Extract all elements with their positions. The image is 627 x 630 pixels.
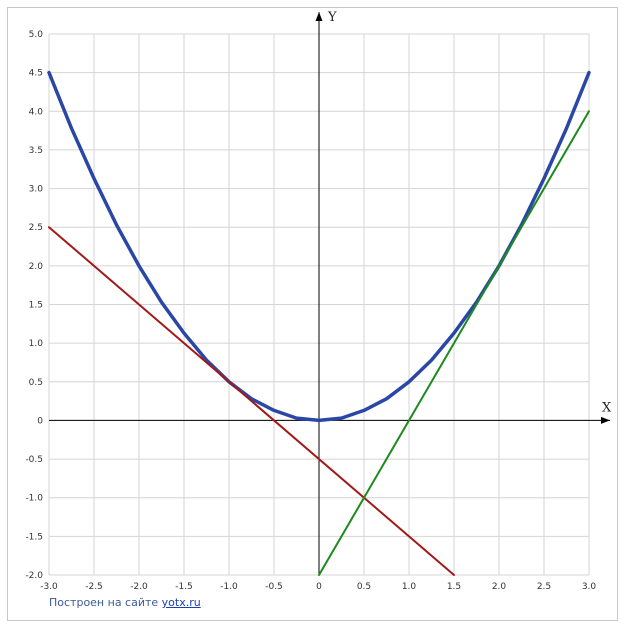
x-tick-label: -2.0 xyxy=(130,582,148,592)
x-tick-label: 1.0 xyxy=(402,582,417,592)
chart-frame xyxy=(7,7,618,621)
y-tick-label: 3.5 xyxy=(29,146,43,156)
x-tick-label: -1.0 xyxy=(220,582,238,592)
red-line-series xyxy=(48,226,455,576)
y-tick-label: 2.5 xyxy=(29,223,43,233)
x-tick-label: 2.5 xyxy=(537,582,551,592)
credit-line: Построен на сайте yotx.ru xyxy=(49,596,201,609)
x-tick-label: -0.5 xyxy=(265,582,283,592)
x-axis-label: X xyxy=(602,400,612,415)
y-axis-arrow xyxy=(315,12,323,21)
y-tick-label: 1.5 xyxy=(29,301,43,311)
x-tick-label: 0 xyxy=(316,582,322,592)
series-lines xyxy=(47,70,591,576)
y-tick-labels: -2.0 -1.5 -1.0 -0.5 0 0.5 1.0 1.5 2.0 2.5 3.0 3.5 4.… xyxy=(25,30,43,581)
x-tick-label: -1.5 xyxy=(175,582,193,592)
credit-text: Построен на сайте xyxy=(49,596,159,609)
x-tick-label: 3.0 xyxy=(582,582,597,592)
y-tick-label: 0.5 xyxy=(29,378,43,388)
x-tick-label: -2.5 xyxy=(85,582,103,592)
y-tick-label: -1.0 xyxy=(25,494,43,504)
y-tick-label: 3.0 xyxy=(29,185,44,195)
y-tick-label: 5.0 xyxy=(29,30,44,40)
y-tick-label: -1.5 xyxy=(25,532,43,542)
y-tick-label: 2.0 xyxy=(29,262,44,272)
y-tick-label: 0 xyxy=(37,416,43,426)
y-tick-label: -0.5 xyxy=(25,455,43,465)
y-tick-label: -2.0 xyxy=(25,571,43,581)
green-line-series xyxy=(318,110,590,576)
y-tick-label: 4.0 xyxy=(29,107,44,117)
x-tick-label: 1.5 xyxy=(447,582,461,592)
y-tick-label: 4.5 xyxy=(29,69,43,79)
x-tick-label: -3.0 xyxy=(40,582,58,592)
y-tick-label: 1.0 xyxy=(29,339,44,349)
x-tick-labels: -3.0 -2.5 -2.0 -1.5 -1.0 -0.5 0 0.5 1.0 1.5 2.0 2.5… xyxy=(40,582,596,592)
credit-link[interactable]: yotx.ru xyxy=(161,596,201,609)
y-axis-label: Y xyxy=(327,10,337,25)
x-tick-label: 2.0 xyxy=(492,582,507,592)
x-axis-arrow xyxy=(601,416,610,424)
axes xyxy=(49,12,610,575)
x-tick-label: 0.5 xyxy=(357,582,371,592)
